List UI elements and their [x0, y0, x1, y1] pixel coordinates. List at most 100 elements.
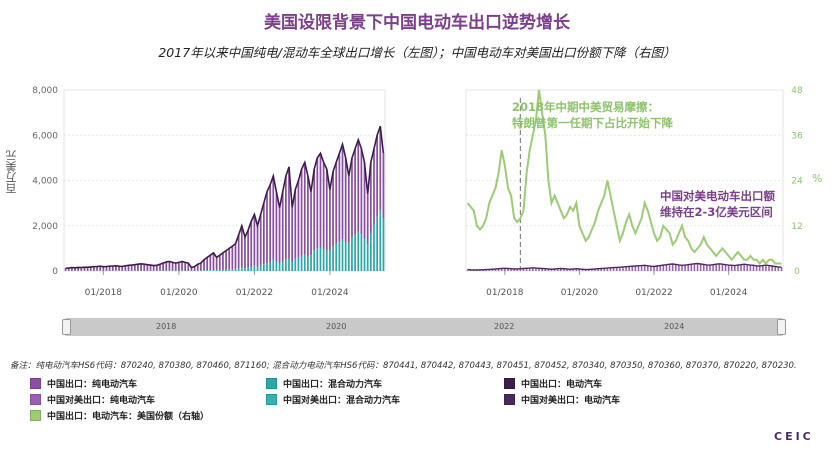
bev-us-bar: [706, 264, 708, 271]
logo-text: CEIC: [774, 429, 814, 443]
legend-label: 中国对美出口：混合动力汽车: [283, 395, 401, 406]
navigator-right-handle[interactable]: [777, 319, 786, 335]
bev-world-bar: [382, 153, 385, 219]
bev-us-bar: [488, 269, 491, 271]
bev-world-bar: [209, 255, 212, 271]
legend-label: 中国对美出口：电动汽车: [521, 395, 621, 406]
phev-world-bar: [237, 268, 240, 271]
bev-world-bar: [357, 139, 360, 232]
bev-world-bar: [240, 225, 243, 268]
bev-world-bar: [193, 266, 196, 271]
phev-world-bar: [212, 269, 215, 271]
left-x-tick-label: 01/2024: [311, 288, 349, 298]
bev-world-bar: [130, 265, 133, 271]
legend-item-ev-world[interactable]: 中国出口：电动汽车: [504, 376, 602, 390]
bev-us-bar: [699, 263, 702, 271]
legend-swatch: [504, 377, 515, 389]
bev-world-bar: [234, 243, 237, 269]
right-y-tick-label: 36: [791, 131, 803, 141]
bev-us-bar: [709, 265, 711, 271]
bev-world-bar: [159, 264, 161, 271]
bev-us-bar: [619, 267, 621, 271]
bev-us-bar: [587, 269, 590, 271]
left-y-tick-label: 2,000: [32, 222, 58, 232]
bev-world-bar: [181, 261, 183, 271]
legend-item-us-share[interactable]: 中国出口：电动汽车：美国份额（右轴）: [30, 408, 209, 422]
navigator-track[interactable]: [64, 318, 784, 336]
phev-world-bar: [373, 224, 375, 271]
bev-us-bar: [591, 269, 593, 271]
legend-item-bev-world[interactable]: 中国出口：纯电动汽车: [30, 376, 137, 390]
phev-world-bar: [225, 269, 227, 271]
bev-us-bar: [612, 267, 615, 271]
bev-world-bar: [133, 264, 136, 271]
legend-swatch: [266, 377, 277, 389]
us-export-annotation: 中国对美电动车出口额 维持在2-3亿美元区间: [660, 188, 775, 220]
bev-us-bar: [678, 264, 680, 271]
bev-us-bar: [721, 264, 724, 271]
trade-friction-annotation-line2: 特朗普第一任期下占比开始下降: [512, 116, 673, 130]
bev-world-bar: [310, 191, 312, 256]
bev-world-bar: [344, 157, 347, 243]
bev-world-bar: [184, 262, 187, 271]
legend-item-bev-us[interactable]: 中国对美出口：纯电动汽车: [30, 392, 155, 406]
bev-world-bar: [259, 214, 262, 266]
bev-world-bar: [294, 189, 297, 259]
legend-item-ev-us[interactable]: 中国对美出口：电动汽车: [504, 392, 620, 406]
navigator-label: 2020: [326, 322, 347, 331]
bev-us-bar: [497, 268, 500, 271]
bev-us-bar: [730, 265, 733, 271]
bev-us-bar: [687, 264, 689, 271]
bev-world-bar: [77, 267, 80, 271]
left-y-tick-label: 0: [52, 267, 58, 277]
phev-world-bar: [269, 262, 271, 271]
bev-world-bar: [325, 169, 328, 251]
bev-us-bar: [643, 265, 646, 271]
ev-world-line: [65, 125, 385, 270]
bev-us-bar: [659, 265, 662, 271]
phev-world-bar: [357, 231, 360, 271]
bev-us-bar: [668, 264, 671, 271]
navigator-label: 2022: [494, 322, 515, 331]
bev-world-bar: [250, 221, 253, 268]
trade-friction-annotation-line1: 2018年中期中美贸易摩擦：: [512, 100, 660, 114]
bev-world-bar: [200, 263, 202, 271]
navigator-left-handle[interactable]: [62, 319, 71, 335]
bev-world-bar: [187, 263, 190, 271]
phev-world-bar: [275, 261, 278, 271]
chart-title: 美国设限背景下中国电动车出口逆势增长: [264, 13, 570, 33]
legend-label: 中国出口：混合动力汽车: [283, 379, 383, 390]
bev-world-bar: [80, 267, 83, 271]
phev-world-bar: [209, 270, 212, 271]
bev-world-bar: [329, 189, 331, 251]
bev-world-bar: [285, 175, 287, 260]
ev-us-line: [467, 262, 782, 271]
phev-world-bar: [228, 269, 231, 271]
bev-us-bar: [771, 266, 773, 271]
phev-world-bar: [181, 270, 183, 271]
bev-us-bar: [727, 265, 730, 271]
phev-world-bar: [360, 234, 363, 271]
legend-swatch: [266, 393, 277, 405]
bev-us-bar: [609, 267, 612, 271]
bev-world-bar: [341, 144, 344, 240]
bev-world-bar: [105, 266, 108, 271]
bev-us-bar: [715, 264, 717, 271]
bev-world-bar: [269, 185, 271, 263]
bev-world-bar: [124, 265, 127, 271]
legend-swatch: [504, 393, 515, 405]
legend-swatch: [30, 393, 41, 405]
legend-item-phev-us[interactable]: 中国对美出口：混合动力汽车: [266, 392, 400, 406]
bev-us-bar: [656, 266, 658, 271]
bev-world-bar: [203, 259, 205, 271]
right-y-tick-label: 24: [791, 177, 803, 187]
bev-us-bar: [684, 265, 686, 271]
phev-world-bar: [325, 250, 328, 271]
time-range-navigator[interactable]: 2018 2020 2022 2024: [62, 318, 786, 336]
legend-item-phev-world[interactable]: 中国出口：混合动力汽车: [266, 376, 382, 390]
bev-us-bar: [681, 265, 683, 271]
phev-world-bar: [250, 267, 253, 271]
bev-us-bar: [693, 263, 696, 271]
trade-friction-annotation: 2018年中期中美贸易摩擦： 特朗普第一任期下占比开始下降: [512, 99, 673, 131]
us-export-annotation-line1: 中国对美电动车出口额: [660, 189, 775, 203]
